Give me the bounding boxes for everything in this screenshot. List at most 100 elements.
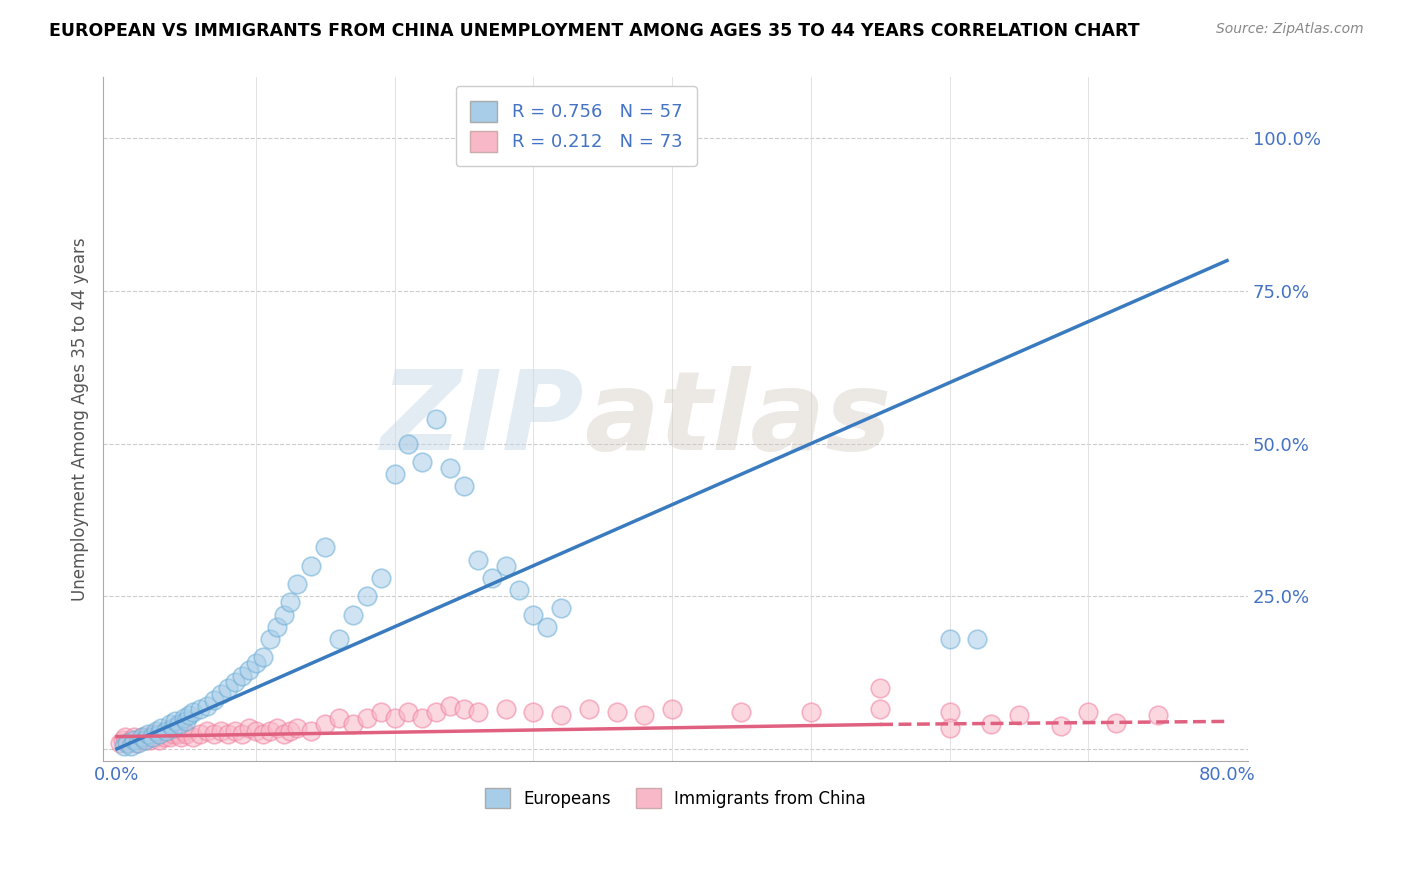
Point bbox=[148, 726, 170, 740]
Point bbox=[128, 732, 150, 747]
Point bbox=[181, 730, 204, 744]
Point bbox=[370, 705, 392, 719]
Point bbox=[252, 726, 274, 740]
Point bbox=[495, 702, 517, 716]
Point bbox=[162, 726, 184, 740]
Point bbox=[245, 723, 267, 738]
Point bbox=[179, 708, 201, 723]
Point bbox=[384, 711, 406, 725]
Point bbox=[136, 730, 159, 744]
Text: atlas: atlas bbox=[583, 366, 891, 473]
Point bbox=[869, 702, 891, 716]
Point bbox=[273, 726, 295, 740]
Point bbox=[217, 681, 239, 695]
Point bbox=[202, 726, 225, 740]
Point bbox=[122, 732, 145, 747]
Point bbox=[188, 726, 211, 740]
Point bbox=[1049, 719, 1071, 733]
Point bbox=[122, 730, 145, 744]
Point bbox=[259, 723, 281, 738]
Text: ZIP: ZIP bbox=[381, 366, 583, 473]
Point bbox=[117, 736, 139, 750]
Text: EUROPEAN VS IMMIGRANTS FROM CHINA UNEMPLOYMENT AMONG AGES 35 TO 44 YEARS CORRELA: EUROPEAN VS IMMIGRANTS FROM CHINA UNEMPL… bbox=[49, 22, 1140, 40]
Point bbox=[550, 601, 572, 615]
Point bbox=[356, 711, 378, 725]
Point bbox=[425, 412, 447, 426]
Point bbox=[159, 717, 181, 731]
Point bbox=[342, 717, 364, 731]
Point bbox=[1105, 716, 1128, 731]
Point bbox=[108, 736, 131, 750]
Point bbox=[273, 607, 295, 622]
Point bbox=[224, 723, 246, 738]
Point bbox=[522, 705, 544, 719]
Point bbox=[396, 436, 419, 450]
Point bbox=[134, 732, 156, 747]
Point bbox=[115, 736, 138, 750]
Point bbox=[155, 723, 177, 738]
Point bbox=[159, 730, 181, 744]
Point bbox=[136, 726, 159, 740]
Point bbox=[141, 730, 163, 744]
Point bbox=[522, 607, 544, 622]
Point bbox=[131, 730, 153, 744]
Point bbox=[280, 595, 302, 609]
Point bbox=[411, 455, 433, 469]
Point bbox=[162, 721, 184, 735]
Point bbox=[127, 736, 149, 750]
Point bbox=[145, 723, 167, 738]
Point bbox=[661, 702, 683, 716]
Point bbox=[156, 723, 179, 738]
Point bbox=[287, 577, 309, 591]
Point bbox=[425, 705, 447, 719]
Point bbox=[439, 699, 461, 714]
Point bbox=[209, 687, 232, 701]
Point bbox=[966, 632, 988, 646]
Point bbox=[176, 726, 198, 740]
Point bbox=[231, 668, 253, 682]
Point bbox=[176, 714, 198, 729]
Point bbox=[453, 702, 475, 716]
Point bbox=[280, 723, 302, 738]
Point bbox=[120, 732, 142, 747]
Point bbox=[131, 730, 153, 744]
Point bbox=[224, 674, 246, 689]
Point bbox=[384, 467, 406, 482]
Point bbox=[148, 732, 170, 747]
Point bbox=[730, 705, 752, 719]
Point bbox=[342, 607, 364, 622]
Point bbox=[439, 461, 461, 475]
Point bbox=[411, 711, 433, 725]
Point bbox=[370, 571, 392, 585]
Point bbox=[453, 479, 475, 493]
Point bbox=[1146, 708, 1168, 723]
Point bbox=[173, 711, 195, 725]
Point bbox=[980, 717, 1002, 731]
Point bbox=[800, 705, 823, 719]
Point bbox=[188, 702, 211, 716]
Point bbox=[299, 558, 322, 573]
Text: Source: ZipAtlas.com: Source: ZipAtlas.com bbox=[1216, 22, 1364, 37]
Point bbox=[1008, 708, 1031, 723]
Point bbox=[266, 620, 288, 634]
Point bbox=[165, 714, 187, 729]
Point bbox=[467, 705, 489, 719]
Point bbox=[356, 589, 378, 603]
Point bbox=[231, 726, 253, 740]
Point bbox=[481, 571, 503, 585]
Point bbox=[314, 717, 336, 731]
Point bbox=[1077, 705, 1099, 719]
Point bbox=[467, 552, 489, 566]
Point bbox=[112, 739, 135, 753]
Legend: Europeans, Immigrants from China: Europeans, Immigrants from China bbox=[478, 781, 873, 814]
Point bbox=[550, 708, 572, 723]
Point bbox=[150, 721, 173, 735]
Point bbox=[195, 723, 218, 738]
Point bbox=[173, 723, 195, 738]
Point bbox=[169, 717, 191, 731]
Point bbox=[111, 732, 134, 747]
Point bbox=[120, 739, 142, 753]
Point bbox=[938, 705, 960, 719]
Point bbox=[125, 736, 148, 750]
Point bbox=[299, 723, 322, 738]
